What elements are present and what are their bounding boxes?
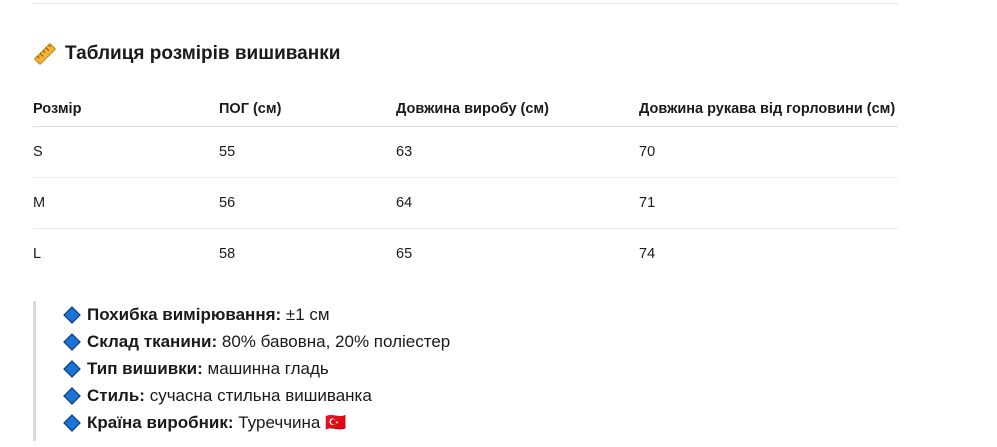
cell-sleeve: 74	[639, 246, 656, 262]
spec-label: Склад тканини:	[87, 331, 218, 351]
ruler-icon	[34, 43, 56, 65]
spec-value: сучасна стильна вишиванка	[149, 385, 372, 405]
header-length: Довжина виробу (см)	[396, 78, 639, 127]
spec-item: Склад тканини: 80% бавовна, 20% поліесте…	[60, 328, 633, 355]
spec-label: Стиль:	[87, 385, 145, 405]
spec-item: Країна виробник: Туреччина 🇹🇷	[60, 409, 633, 436]
spec-label: Країна виробник:	[87, 412, 234, 432]
blue-diamond-icon	[63, 386, 81, 405]
blue-diamond-icon	[63, 332, 81, 351]
cell-sleeve: 71	[639, 177, 898, 229]
spec-label: Тип вишивки:	[87, 358, 203, 378]
section-heading: Таблиця розмірів вишиванки	[33, 41, 340, 67]
header-sleeve: Довжина рукава від горловини (см)	[639, 78, 898, 127]
spec-label: Похибка вимірювання:	[87, 304, 282, 324]
spec-item: Стиль: сучасна стильна вишиванка	[60, 382, 633, 409]
blue-diamond-icon	[63, 305, 81, 324]
spec-value: Туреччина 🇹🇷	[238, 412, 347, 432]
table-row: M 56 64 71	[33, 177, 898, 229]
table-row: S 55 63 70	[33, 126, 898, 178]
cell-size: L	[33, 246, 42, 262]
top-divider	[33, 3, 898, 4]
page-title: Таблиця розмірів вишиванки	[65, 43, 341, 64]
cell-sleeve: 70	[639, 126, 898, 178]
header-chest: ПОГ (см)	[219, 78, 396, 127]
spec-item: Тип вишивки: машинна гладь	[60, 355, 633, 382]
header-size: Розмір	[33, 78, 219, 127]
product-specs: Похибка вимірювання: ±1 см Склад тканини…	[33, 301, 633, 441]
spec-value: 80% бавовна, 20% поліестер	[221, 331, 451, 351]
blue-diamond-icon	[63, 413, 81, 432]
cell-size: S	[33, 126, 219, 178]
cell-chest: 55	[219, 126, 396, 178]
spec-value: машинна гладь	[207, 358, 329, 378]
table-header-row: Розмір ПОГ (см) Довжина виробу (см) Довж…	[33, 78, 898, 127]
size-table: Розмір ПОГ (см) Довжина виробу (см) Довж…	[33, 78, 898, 279]
cell-length: 64	[396, 177, 639, 229]
spec-value: ±1 см	[285, 304, 330, 324]
cell-chest: 56	[219, 177, 396, 229]
cell-size: M	[33, 177, 219, 229]
cell-length: 65	[396, 246, 413, 262]
cell-length: 63	[396, 126, 639, 178]
cell-chest: 58	[219, 246, 236, 262]
blue-diamond-icon	[63, 359, 81, 378]
spec-item: Похибка вимірювання: ±1 см	[60, 301, 633, 328]
table-row: L 58 65 74	[33, 229, 898, 280]
